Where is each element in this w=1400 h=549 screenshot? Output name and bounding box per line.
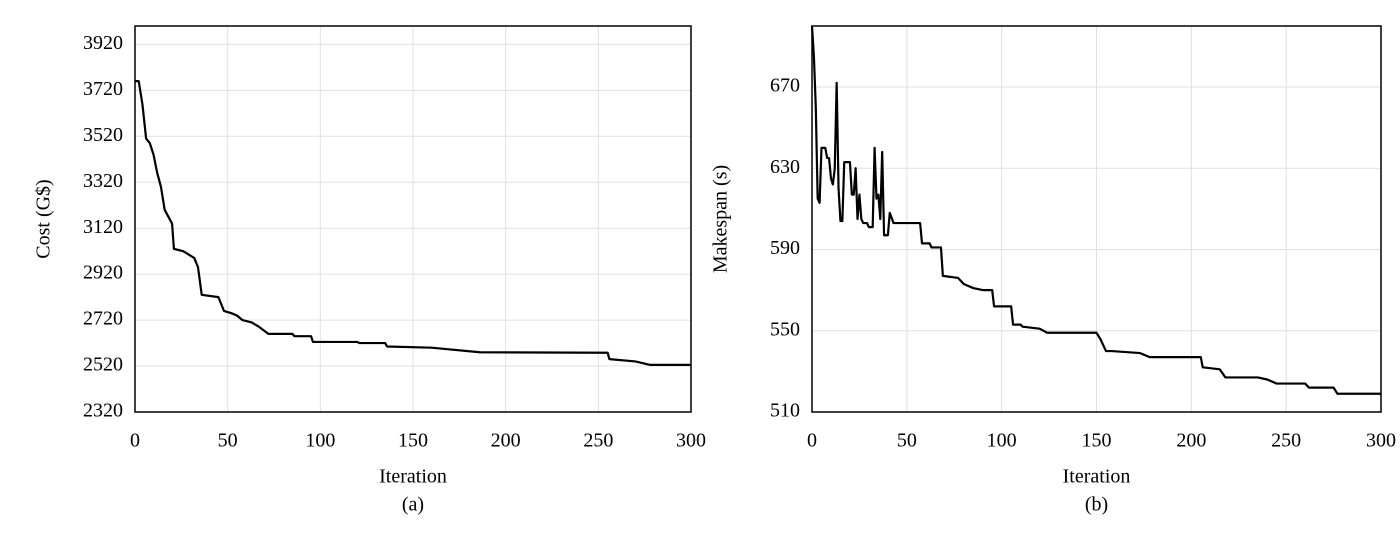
- y-tick-label: 2320: [83, 400, 123, 422]
- y-tick-label: 3920: [83, 32, 123, 54]
- caption: (b): [1085, 494, 1108, 516]
- x-tick-label: 300: [1366, 430, 1396, 452]
- plot-frame: [811, 25, 1382, 413]
- y-tick-label: 3320: [83, 170, 123, 192]
- y-tick-label: 2720: [83, 308, 123, 330]
- y-tick-label: 2520: [83, 354, 123, 376]
- y-axis-label: Cost (G$): [33, 179, 55, 258]
- x-tick-label: 50: [218, 430, 238, 452]
- x-tick-label: 200: [491, 430, 521, 452]
- y-tick-label: 2920: [83, 262, 123, 284]
- y-tick-label: 3120: [83, 216, 123, 238]
- x-tick-label: 100: [305, 430, 335, 452]
- y-tick-label: 3720: [83, 78, 123, 100]
- y-tick-label: 510: [770, 400, 800, 422]
- x-tick-label: 0: [130, 430, 140, 452]
- y-tick-label: 670: [770, 75, 800, 97]
- line-series: [135, 80, 691, 366]
- x-tick-label: 150: [1082, 430, 1112, 452]
- x-tick-label: 200: [1176, 430, 1206, 452]
- x-axis-label: Iteration: [1063, 466, 1131, 488]
- x-tick-label: 50: [897, 430, 917, 452]
- line-series: [810, 25, 1381, 395]
- x-tick-label: 100: [987, 430, 1017, 452]
- y-tick-label: 630: [770, 156, 800, 178]
- y-tick-label: 3520: [83, 124, 123, 146]
- plot-frame: [134, 25, 692, 413]
- x-axis-label: Iteration: [379, 466, 447, 488]
- caption: (a): [402, 494, 424, 516]
- x-tick-label: 300: [676, 430, 706, 452]
- x-tick-label: 150: [398, 430, 428, 452]
- x-tick-label: 250: [583, 430, 613, 452]
- x-tick-label: 250: [1271, 430, 1301, 452]
- y-axis-label: Makespan (s): [710, 165, 732, 273]
- x-tick-label: 0: [807, 430, 817, 452]
- y-tick-label: 590: [770, 237, 800, 259]
- y-tick-label: 550: [770, 318, 800, 340]
